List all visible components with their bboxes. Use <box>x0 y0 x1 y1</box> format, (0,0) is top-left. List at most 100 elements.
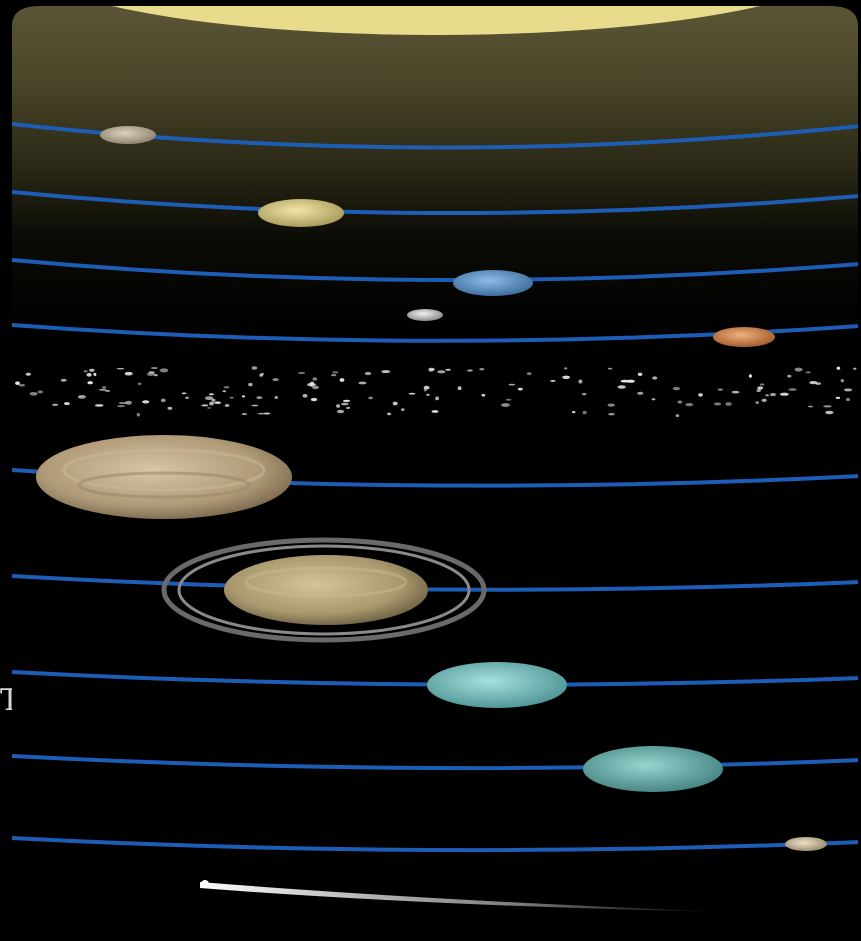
asteroid <box>214 401 221 404</box>
asteroid <box>426 394 430 396</box>
asteroid <box>550 380 555 382</box>
asteroid <box>823 405 832 407</box>
asteroid <box>185 397 189 399</box>
asteroid <box>836 397 840 399</box>
asteroid <box>749 374 752 378</box>
asteroid <box>331 374 336 376</box>
asteroid <box>19 384 26 387</box>
asteroid <box>825 411 833 414</box>
pluto <box>785 837 827 851</box>
asteroid <box>770 393 776 396</box>
asteroid <box>258 413 266 415</box>
asteroid <box>224 386 230 388</box>
asteroid <box>343 400 350 402</box>
asteroid <box>161 399 166 403</box>
asteroid <box>346 407 350 409</box>
asteroid <box>142 400 149 403</box>
asteroid <box>795 368 803 372</box>
asteroid <box>621 380 630 383</box>
asteroid <box>298 372 305 374</box>
asteroid <box>312 386 319 390</box>
asteroid <box>435 397 439 401</box>
asteroid <box>340 378 345 382</box>
asteroid <box>562 376 570 379</box>
asteroid <box>95 404 104 407</box>
asteroid <box>102 386 106 389</box>
asteroid <box>15 381 20 385</box>
asteroid <box>578 380 582 384</box>
asteroid <box>787 375 791 378</box>
asteroid <box>583 411 587 414</box>
comet-head <box>201 880 209 888</box>
asteroid <box>714 402 721 405</box>
mars <box>713 327 775 347</box>
asteroid <box>846 398 850 401</box>
asteroid <box>64 402 70 405</box>
asteroid <box>844 388 852 391</box>
asteroid <box>30 392 38 396</box>
mercury <box>100 126 156 144</box>
asteroid <box>518 388 523 391</box>
asteroid <box>230 397 234 399</box>
space-panel <box>12 0 860 936</box>
asteroid <box>205 396 213 400</box>
asteroid <box>160 368 169 372</box>
asteroid <box>424 386 430 390</box>
asteroid <box>527 372 532 375</box>
asteroid <box>359 382 367 385</box>
asteroid <box>762 399 767 402</box>
asteroid <box>638 373 643 376</box>
asteroid <box>89 369 94 372</box>
asteroid <box>87 373 92 377</box>
asteroid <box>808 406 813 408</box>
asteroid <box>467 370 473 372</box>
asteroid <box>332 371 338 373</box>
asteroid <box>242 395 245 397</box>
asteroid <box>564 367 567 369</box>
asteroid <box>87 381 93 384</box>
asteroid <box>259 374 263 376</box>
asteroid <box>760 383 764 385</box>
asteroid <box>508 384 515 386</box>
asteroid <box>209 402 214 406</box>
asteroid <box>78 395 86 399</box>
asteroid <box>393 402 398 406</box>
asteroid <box>789 388 797 391</box>
asteroid <box>341 403 349 406</box>
asteroid <box>841 379 844 382</box>
asteroid <box>757 386 763 389</box>
asteroid <box>673 387 680 390</box>
asteroid <box>608 413 615 415</box>
asteroid <box>676 414 680 417</box>
asteroid <box>401 408 405 411</box>
asteroid <box>618 385 626 388</box>
asteroid <box>652 398 656 400</box>
asteroid <box>125 401 132 405</box>
asteroid <box>61 379 67 382</box>
asteroid <box>117 368 125 370</box>
jupiter-body <box>36 435 292 519</box>
asteroid <box>182 393 187 395</box>
earth <box>453 270 533 296</box>
asteroid <box>201 404 208 406</box>
asteroid <box>312 377 317 380</box>
asteroid <box>685 403 693 406</box>
uranus <box>427 662 567 708</box>
asteroid <box>608 404 615 407</box>
asteroid <box>117 405 125 407</box>
moon <box>407 309 443 321</box>
asteroid <box>572 411 576 413</box>
asteroid <box>207 407 211 409</box>
asteroid <box>248 383 252 386</box>
asteroid <box>387 413 391 416</box>
asteroid <box>678 401 683 404</box>
asteroid <box>432 410 439 413</box>
asteroid <box>52 404 58 406</box>
asteroid <box>84 370 88 372</box>
asteroid <box>501 403 510 407</box>
asteroid <box>428 368 434 371</box>
asteroid <box>652 376 657 379</box>
asteroid <box>272 378 278 381</box>
asteroid <box>26 373 31 376</box>
